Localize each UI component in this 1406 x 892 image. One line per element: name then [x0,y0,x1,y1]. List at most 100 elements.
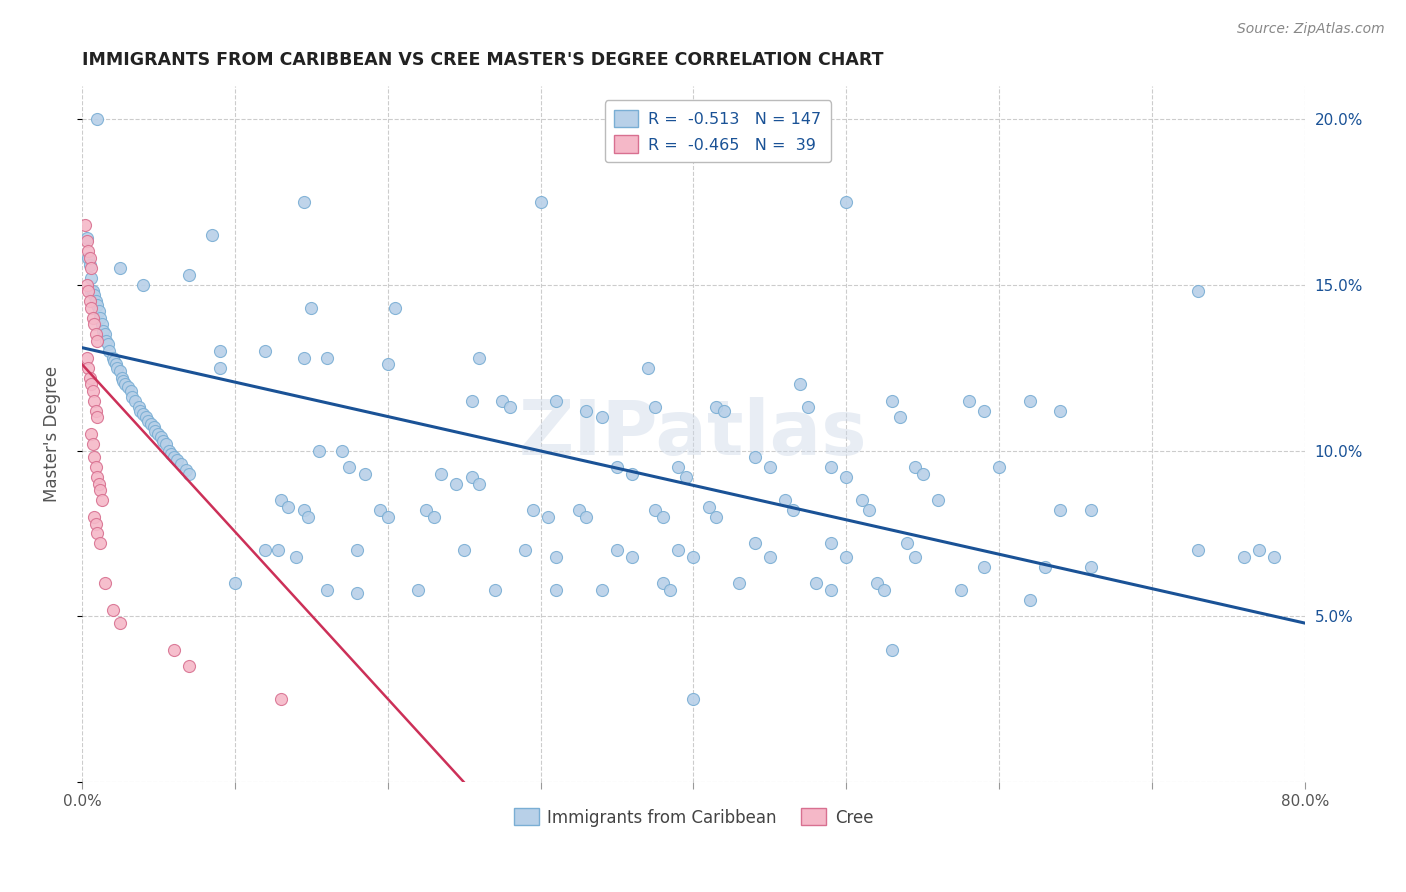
Point [208,343,231,358]
Point [866,576,889,591]
Point [744,450,766,465]
Point [491,393,513,408]
Point [904,549,927,564]
Point [73,218,96,232]
Point [101,603,124,617]
Point [858,503,880,517]
Point [277,500,299,514]
Point [377,357,399,371]
Point [880,393,903,408]
Point [76,235,98,249]
Text: IMMIGRANTS FROM CARIBBEAN VS CREE MASTER'S DEGREE CORRELATION CHART: IMMIGRANTS FROM CARIBBEAN VS CREE MASTER… [82,51,883,69]
Point [835,470,858,484]
Point [87,476,110,491]
Point [330,443,353,458]
Point [83,509,105,524]
Point [284,549,307,564]
Point [108,260,131,275]
Point [430,467,453,481]
Point [155,437,177,451]
Point [606,460,628,475]
Point [568,503,591,517]
Point [254,543,277,558]
Point [789,377,811,392]
Point [111,370,134,384]
Point [124,393,146,408]
Text: Source: ZipAtlas.com: Source: ZipAtlas.com [1237,22,1385,37]
Point [1018,592,1040,607]
Point [97,337,120,351]
Point [104,357,127,371]
Point [591,582,613,597]
Point [132,277,155,292]
Point [84,516,107,531]
Point [174,463,197,477]
Point [143,424,166,438]
Point [651,576,673,591]
Point [927,493,949,508]
Point [79,370,101,384]
Y-axis label: Master's Degree: Master's Degree [44,366,60,502]
Point [86,334,108,348]
Point [637,360,659,375]
Point [94,327,117,342]
Point [896,536,918,550]
Point [82,437,104,451]
Point [89,483,111,498]
Point [522,503,544,517]
Point [1263,549,1285,564]
Point [142,420,165,434]
Point [957,393,980,408]
Point [148,426,170,441]
Point [621,467,644,481]
Point [170,457,193,471]
Point [315,582,337,597]
Point [96,334,118,348]
Point [120,384,142,398]
Point [136,414,159,428]
Point [299,301,322,315]
Point [544,582,567,597]
Point [86,112,108,126]
Point [89,536,111,550]
Point [666,460,689,475]
Point [697,500,720,514]
Point [79,258,101,272]
Point [84,403,107,417]
Point [77,244,100,259]
Point [744,536,766,550]
Point [728,576,751,591]
Point [499,401,522,415]
Point [254,343,277,358]
Point [820,536,842,550]
Point [804,576,827,591]
Point [820,582,842,597]
Point [112,374,135,388]
Point [782,503,804,517]
Point [77,285,100,299]
Point [292,503,315,517]
Point [353,467,375,481]
Point [86,470,108,484]
Point [644,401,666,415]
Point [80,426,103,441]
Point [177,268,200,282]
Point [80,377,103,392]
Point [270,493,292,508]
Point [139,417,162,431]
Point [108,364,131,378]
Point [292,351,315,365]
Point [159,447,181,461]
Point [224,576,246,591]
Point [651,509,673,524]
Point [129,403,152,417]
Point [682,692,704,706]
Point [121,391,143,405]
Point [208,360,231,375]
Point [292,194,315,209]
Point [544,549,567,564]
Point [297,509,319,524]
Point [266,543,288,558]
Point [103,354,125,368]
Point [1247,543,1270,558]
